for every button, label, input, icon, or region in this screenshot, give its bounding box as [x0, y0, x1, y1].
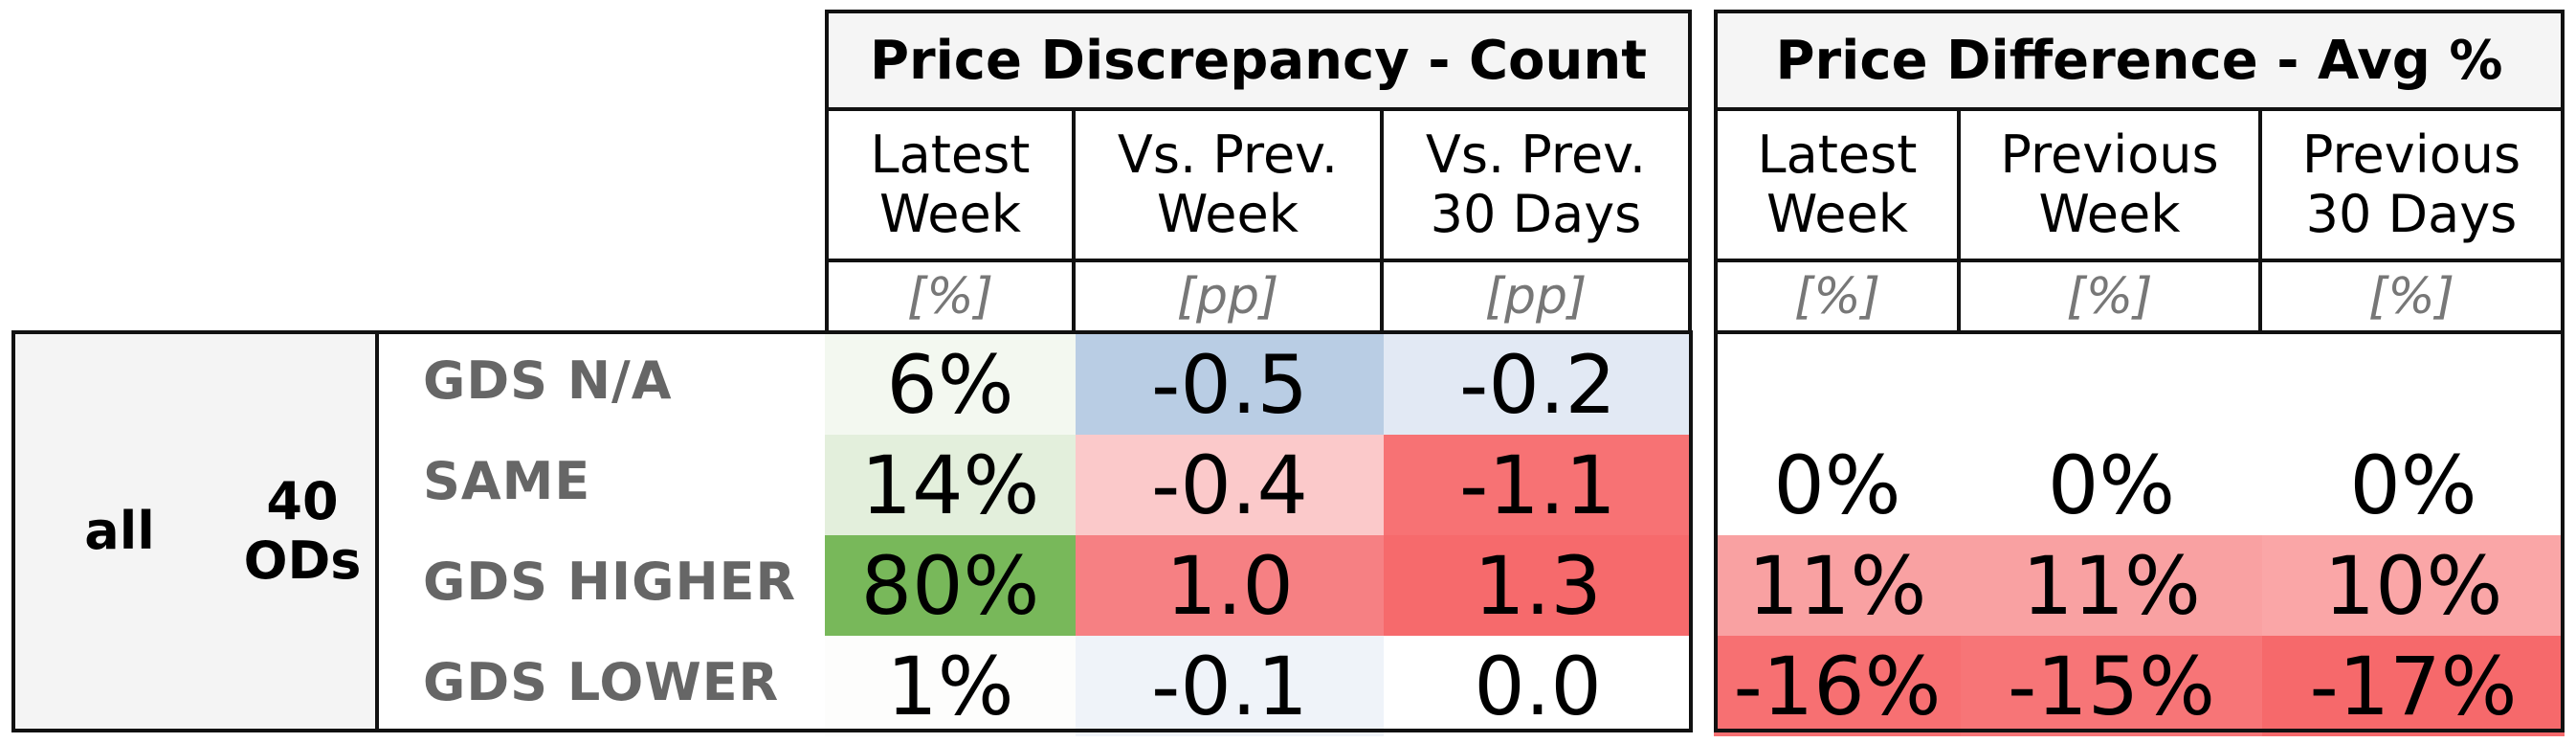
column-unit: [%] — [825, 259, 1076, 334]
table-cell: -15% — [1961, 636, 2262, 736]
table-cell: 1.0 — [1076, 535, 1384, 636]
table-cell: 0% — [2262, 435, 2565, 535]
segment-label: all — [84, 501, 155, 561]
table-cell: 1.3 — [1384, 535, 1692, 636]
table-cell: 80% — [825, 535, 1076, 636]
table-cell: -0.4 — [1076, 435, 1384, 535]
table-cell: -0.2 — [1384, 334, 1692, 435]
column-unit: [%] — [1714, 259, 1961, 334]
section-title: Price Difference - Avg % — [1714, 10, 2565, 111]
column-header: Previous 30 Days — [2258, 107, 2565, 262]
column-header: Vs. Prev. Week — [1072, 107, 1384, 262]
ods-count: 40 — [266, 471, 339, 531]
table-cell — [1961, 334, 2262, 435]
column-unit: [%] — [1957, 259, 2262, 334]
column-unit: [pp] — [1072, 259, 1384, 334]
table-cell: 6% — [825, 334, 1076, 435]
column-header: Vs. Prev. 30 Days — [1380, 107, 1692, 262]
column-header: Previous Week — [1957, 107, 2262, 262]
table-cell: 14% — [825, 435, 1076, 535]
table-cell: 0.0 — [1384, 636, 1692, 736]
segment-cell — [11, 330, 379, 732]
table-cell: -1.1 — [1384, 435, 1692, 535]
column-unit: [pp] — [1380, 259, 1692, 334]
table-cell: -16% — [1714, 636, 1961, 736]
table-cell: 11% — [1714, 535, 1961, 636]
table-cell: -17% — [2262, 636, 2565, 736]
row-label: GDS N/A — [423, 350, 673, 411]
table-cell — [1714, 334, 1961, 435]
table-cell: 1% — [825, 636, 1076, 736]
section-title: Price Discrepancy - Count — [825, 10, 1692, 111]
table-cell: 11% — [1961, 535, 2262, 636]
table-cell: -0.1 — [1076, 636, 1384, 736]
column-unit: [%] — [2258, 259, 2565, 334]
ods-label: 40 ODs — [226, 467, 379, 596]
table-cell — [2262, 334, 2565, 435]
group-divider — [375, 330, 379, 732]
table-cell: 0% — [1961, 435, 2262, 535]
table-cell: 10% — [2262, 535, 2565, 636]
table-cell: -0.5 — [1076, 334, 1384, 435]
row-label: SAME — [423, 451, 591, 511]
row-label: GDS HIGHER — [423, 552, 797, 612]
table-cell: 0% — [1714, 435, 1961, 535]
column-header: Latest Week — [825, 107, 1076, 262]
row-label: GDS LOWER — [423, 652, 780, 712]
column-header: Latest Week — [1714, 107, 1961, 262]
ods-unit: ODs — [243, 530, 362, 591]
